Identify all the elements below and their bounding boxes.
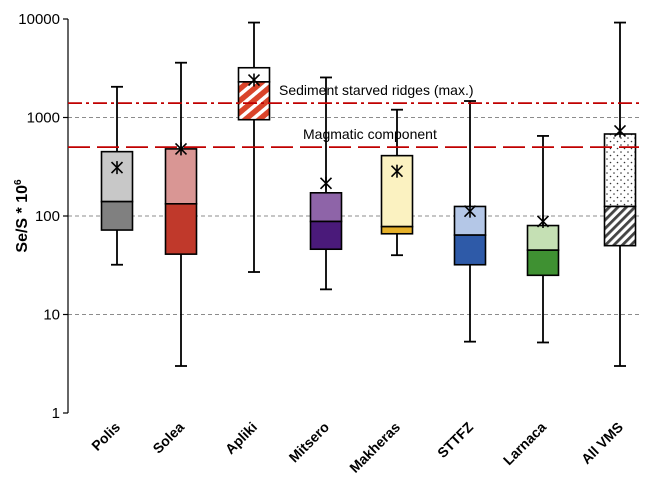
reference-line-label: Magmatic component [303, 126, 437, 142]
y-tick-label: 1000 [27, 110, 60, 127]
box-lower-quartile [237, 81, 271, 121]
box-lower-quartile [380, 225, 414, 235]
box-lower-quartile [100, 200, 134, 231]
box-makheras [380, 108, 414, 257]
y-tick-label: 1 [52, 405, 60, 422]
box-lower-quartile [309, 220, 343, 251]
box-lower-quartile [603, 205, 637, 247]
box-all-vms [603, 21, 637, 367]
x-category-label: Polis [88, 419, 123, 454]
reference-lines: Sediment starved ridges (max.) Magmatic c… [68, 82, 639, 149]
x-category-label: Solea [149, 419, 187, 457]
y-tick-label: 10 [43, 307, 60, 324]
x-category-label: All VMS [578, 419, 626, 467]
x-axis-labels: Polis Solea Apliki Mitsero Makheras STTFZ Larn… [88, 418, 626, 475]
boxes [100, 21, 637, 367]
box-lower-quartile [164, 203, 198, 255]
box-solea [164, 61, 198, 367]
reference-line-label: Sediment starved ridges (max.) [279, 82, 474, 98]
box-upper-quartile [100, 150, 134, 203]
x-category-label: Larnaca [500, 419, 549, 468]
y-axis-ticks: 1 10 100 1000 10000 [18, 11, 68, 422]
y-tick-label: 10000 [18, 11, 60, 28]
box-upper-quartile [164, 148, 198, 205]
box-larnaca [526, 135, 560, 344]
y-axis-label-superscript: 6 [13, 179, 24, 185]
x-category-label: Apliki [222, 419, 260, 457]
box-lower-quartile [453, 234, 487, 266]
box-upper-quartile [603, 133, 637, 208]
box-upper-quartile [526, 224, 560, 251]
box-upper-quartile [309, 192, 343, 223]
box-sttfz [453, 100, 487, 343]
y-tick-label: 100 [35, 208, 60, 225]
box-mitsero [309, 76, 343, 291]
box-lower-quartile [526, 249, 560, 277]
y-axis-label-text: Se/S * 10 [14, 185, 31, 253]
y-axis-label: Se/S * 106 [13, 179, 31, 253]
x-category-label: STTFZ [434, 418, 476, 460]
box-polis [100, 85, 134, 266]
x-category-label: Makheras [346, 419, 403, 476]
x-category-label: Mitsero [286, 419, 333, 466]
